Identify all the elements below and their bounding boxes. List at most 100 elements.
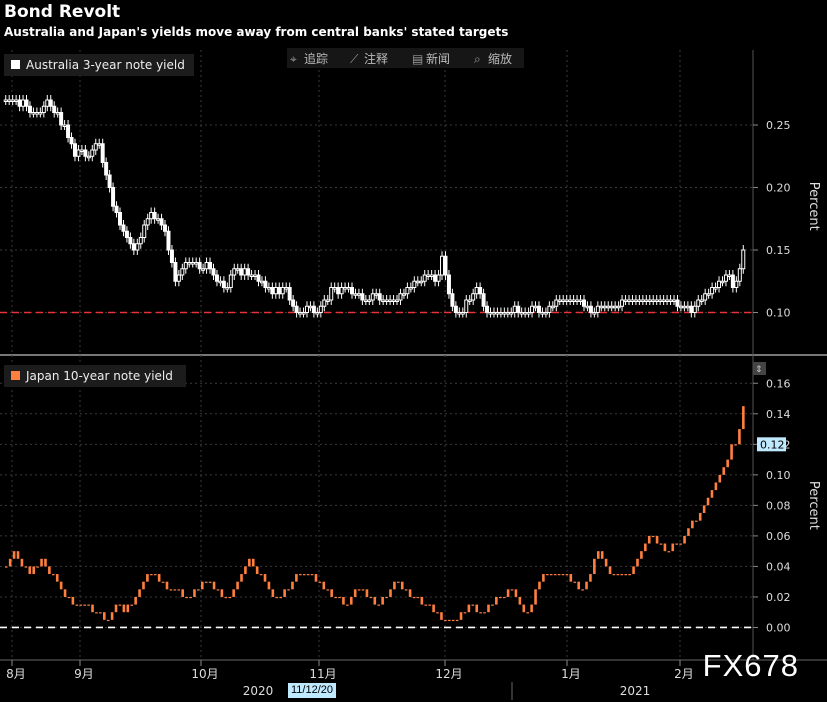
jp-bar xyxy=(710,490,714,498)
jp-bar xyxy=(283,589,286,597)
aus-candle-body xyxy=(460,312,465,315)
jp-bar xyxy=(616,574,620,576)
aus-candle-body xyxy=(124,230,129,238)
aus-candle-body xyxy=(225,287,230,290)
jp-bar xyxy=(424,604,428,606)
aus-candle-body xyxy=(204,262,209,270)
jp-bar xyxy=(106,619,110,622)
aus-candle-body xyxy=(201,268,206,271)
jp-legend-box xyxy=(4,365,186,387)
jp-bar xyxy=(79,604,83,606)
toolbar-button-3[interactable]: ⌕ 缩放 xyxy=(474,51,512,66)
aus-candle-body xyxy=(547,305,552,313)
aus-candle-body xyxy=(415,280,420,284)
aus-candle-body xyxy=(135,243,140,251)
jp-bar xyxy=(573,581,577,583)
jp-bar xyxy=(706,497,710,506)
aus-candle-body xyxy=(370,293,375,301)
aus-candle-body xyxy=(187,262,192,265)
jp-bar xyxy=(502,596,506,599)
aus-candle-body xyxy=(720,280,725,284)
jp-bar xyxy=(506,589,510,597)
jp-bar xyxy=(651,535,655,538)
jp-bar xyxy=(338,596,341,599)
aus-candle-body xyxy=(575,299,580,302)
jp-bar xyxy=(146,574,149,582)
jp-bar xyxy=(114,604,118,613)
aus-candle-body xyxy=(294,305,299,313)
crosshair-icon: ⌖ xyxy=(290,52,297,66)
jp-bar xyxy=(271,589,275,597)
aus-candle-body xyxy=(533,305,538,309)
aus-candle-body xyxy=(526,312,531,315)
aus-candle-body xyxy=(713,287,718,290)
aus-candle-body xyxy=(256,274,261,282)
jp-bar xyxy=(549,574,553,576)
aus-candle-body xyxy=(692,305,697,313)
aus-candle-body xyxy=(211,268,216,276)
aus-candle-body xyxy=(263,280,268,288)
jp-bar xyxy=(553,574,557,576)
aus-candle-body xyxy=(391,299,396,302)
x-month-label: 11月 xyxy=(309,667,336,681)
toolbar-button-1[interactable]: ⟋ 注释 xyxy=(350,51,388,66)
jp-bar xyxy=(671,543,675,552)
aus-candle-body xyxy=(242,268,247,276)
aus-candle-body xyxy=(270,287,275,295)
jp-bar xyxy=(40,558,43,567)
jp-bar xyxy=(698,513,702,521)
jp-bar xyxy=(299,574,302,576)
jp-bar xyxy=(4,566,8,568)
jp-bar xyxy=(32,566,36,575)
aus-y-tick-label: 0.10 xyxy=(766,307,791,320)
jp-bar xyxy=(134,596,137,605)
jp-bar xyxy=(596,551,600,559)
scroll-arrows-icon xyxy=(753,362,766,375)
aus-candle-body xyxy=(48,99,53,107)
aus-candle-body xyxy=(100,143,105,163)
aus-candle-body xyxy=(495,312,500,315)
x-month-label: 9月 xyxy=(74,667,94,681)
toolbar-button-2[interactable]: ▤ 新闻 xyxy=(412,51,450,66)
aus-candle-body xyxy=(152,212,157,220)
aus-candle-body xyxy=(644,299,649,302)
jp-bar xyxy=(491,604,494,606)
aus-candle-body xyxy=(117,212,122,226)
aus-candle-body xyxy=(45,99,50,107)
aus-candle-body xyxy=(24,99,29,107)
aus-candle-body xyxy=(79,149,84,152)
jp-bar xyxy=(389,589,392,597)
jp-bar xyxy=(189,596,192,599)
jp-bar xyxy=(393,581,396,590)
aus-candle-body xyxy=(287,287,292,301)
jp-bar xyxy=(604,558,608,567)
aus-candle-body xyxy=(159,218,164,226)
aus-candle-body xyxy=(557,299,562,302)
aus-candle-body xyxy=(66,124,71,138)
jp-bar xyxy=(212,581,216,590)
aus-candle-body xyxy=(554,299,559,307)
jp-bar xyxy=(310,574,314,576)
jp-y-tick-label: 0.00 xyxy=(766,621,791,634)
jp-bar xyxy=(475,604,479,613)
jp-bar xyxy=(702,505,706,513)
jp-bar xyxy=(479,612,482,614)
aus-candle-body xyxy=(450,293,455,307)
aus-candle-body xyxy=(408,287,413,290)
jp-bar xyxy=(675,543,678,545)
jp-bar xyxy=(36,566,39,568)
jp-bar xyxy=(165,581,169,590)
aus-candle-body xyxy=(346,287,351,290)
aus-candle-body xyxy=(121,224,126,232)
aus-candle-body xyxy=(485,305,490,313)
aus-candle-body xyxy=(602,305,607,309)
aus-candle-body xyxy=(540,312,545,315)
aus-candle-body xyxy=(336,287,341,295)
aus-candle-body xyxy=(31,112,36,115)
jp-bar xyxy=(589,574,592,582)
crosshair-date-tag: 11/12/20 xyxy=(288,683,337,698)
jp-bar xyxy=(561,574,565,576)
aus-candle-body xyxy=(190,262,195,265)
toolbar-button-0[interactable]: ⌖ 追踪 xyxy=(290,51,328,66)
aus-candle-body xyxy=(83,149,88,157)
